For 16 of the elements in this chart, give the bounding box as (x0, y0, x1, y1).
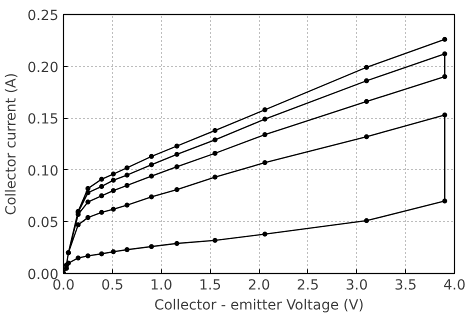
y-axis-title: Collector current (A) (3, 72, 20, 216)
x-tick-label: 2.0 (248, 278, 270, 294)
x-tick-label: 1.0 (150, 278, 172, 294)
x-tick-label: 3.5 (394, 278, 417, 294)
y-tick-label: 0.25 (27, 8, 58, 24)
x-tick-label: 2.5 (296, 278, 320, 294)
y-tick-label: 0.15 (27, 112, 58, 128)
y-tick-label: 0.05 (27, 215, 58, 232)
y-tick-label: 0.20 (27, 60, 58, 76)
x-tick-label: 3.0 (346, 278, 368, 294)
y-tick-label: 0.10 (27, 163, 58, 180)
x-tick-label: 1.5 (198, 278, 222, 294)
x-tick-label: 0.0 (52, 278, 75, 294)
x-tick-label: 0.5 (101, 278, 124, 294)
x-axis-title: Collector - emitter Voltage (V) (154, 298, 364, 314)
x-tick-label: 4.0 (443, 278, 466, 294)
